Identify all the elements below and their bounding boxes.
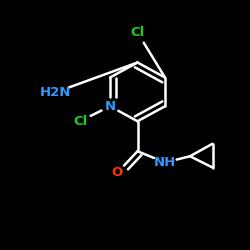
Text: H2N: H2N xyxy=(39,86,71,99)
Text: Cl: Cl xyxy=(73,115,87,128)
Text: N: N xyxy=(104,100,116,113)
Text: O: O xyxy=(112,166,123,179)
Text: NH: NH xyxy=(154,156,176,169)
Text: Cl: Cl xyxy=(130,26,144,39)
